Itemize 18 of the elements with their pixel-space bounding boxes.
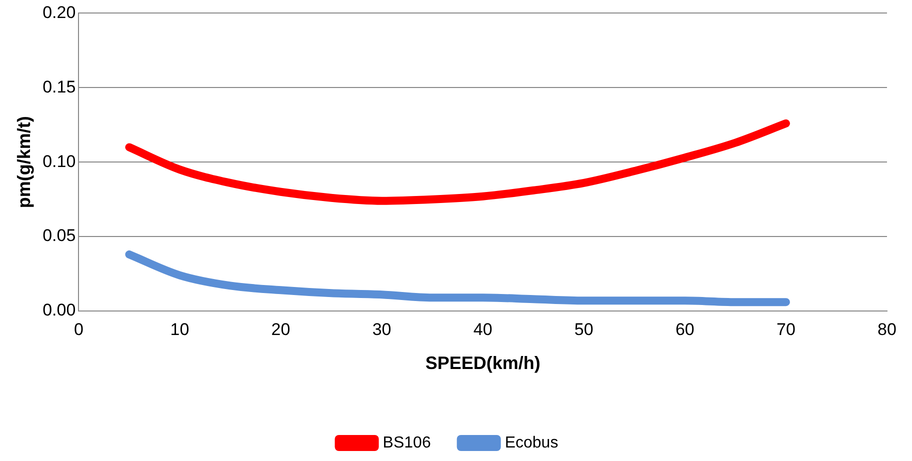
x-tick-label: 10 [170, 320, 190, 339]
legend-label: Ecobus [504, 434, 558, 452]
x-tick-label: 40 [473, 320, 492, 339]
y-tick-label: 0.15 [42, 77, 76, 96]
y-tick-label: 0.20 [42, 2, 76, 22]
x-tick-label: 60 [675, 320, 694, 339]
x-tick-label: 20 [271, 320, 290, 339]
y-tick-label: 0.00 [42, 300, 76, 320]
x-tick-label: 30 [372, 320, 392, 339]
y-tick-label: 0.10 [42, 152, 76, 171]
x-tick-label: 80 [878, 320, 896, 339]
x-tick-label: 0 [74, 320, 84, 339]
x-tick-label: 50 [574, 320, 594, 339]
x-axis-title: SPEED(km/h) [425, 353, 540, 374]
legend-label: BS106 [382, 434, 431, 452]
x-tick-label: 70 [776, 320, 796, 339]
y-axis-title: pm(g/km/t) [14, 116, 34, 208]
y-tick-label: 0.05 [42, 226, 76, 246]
